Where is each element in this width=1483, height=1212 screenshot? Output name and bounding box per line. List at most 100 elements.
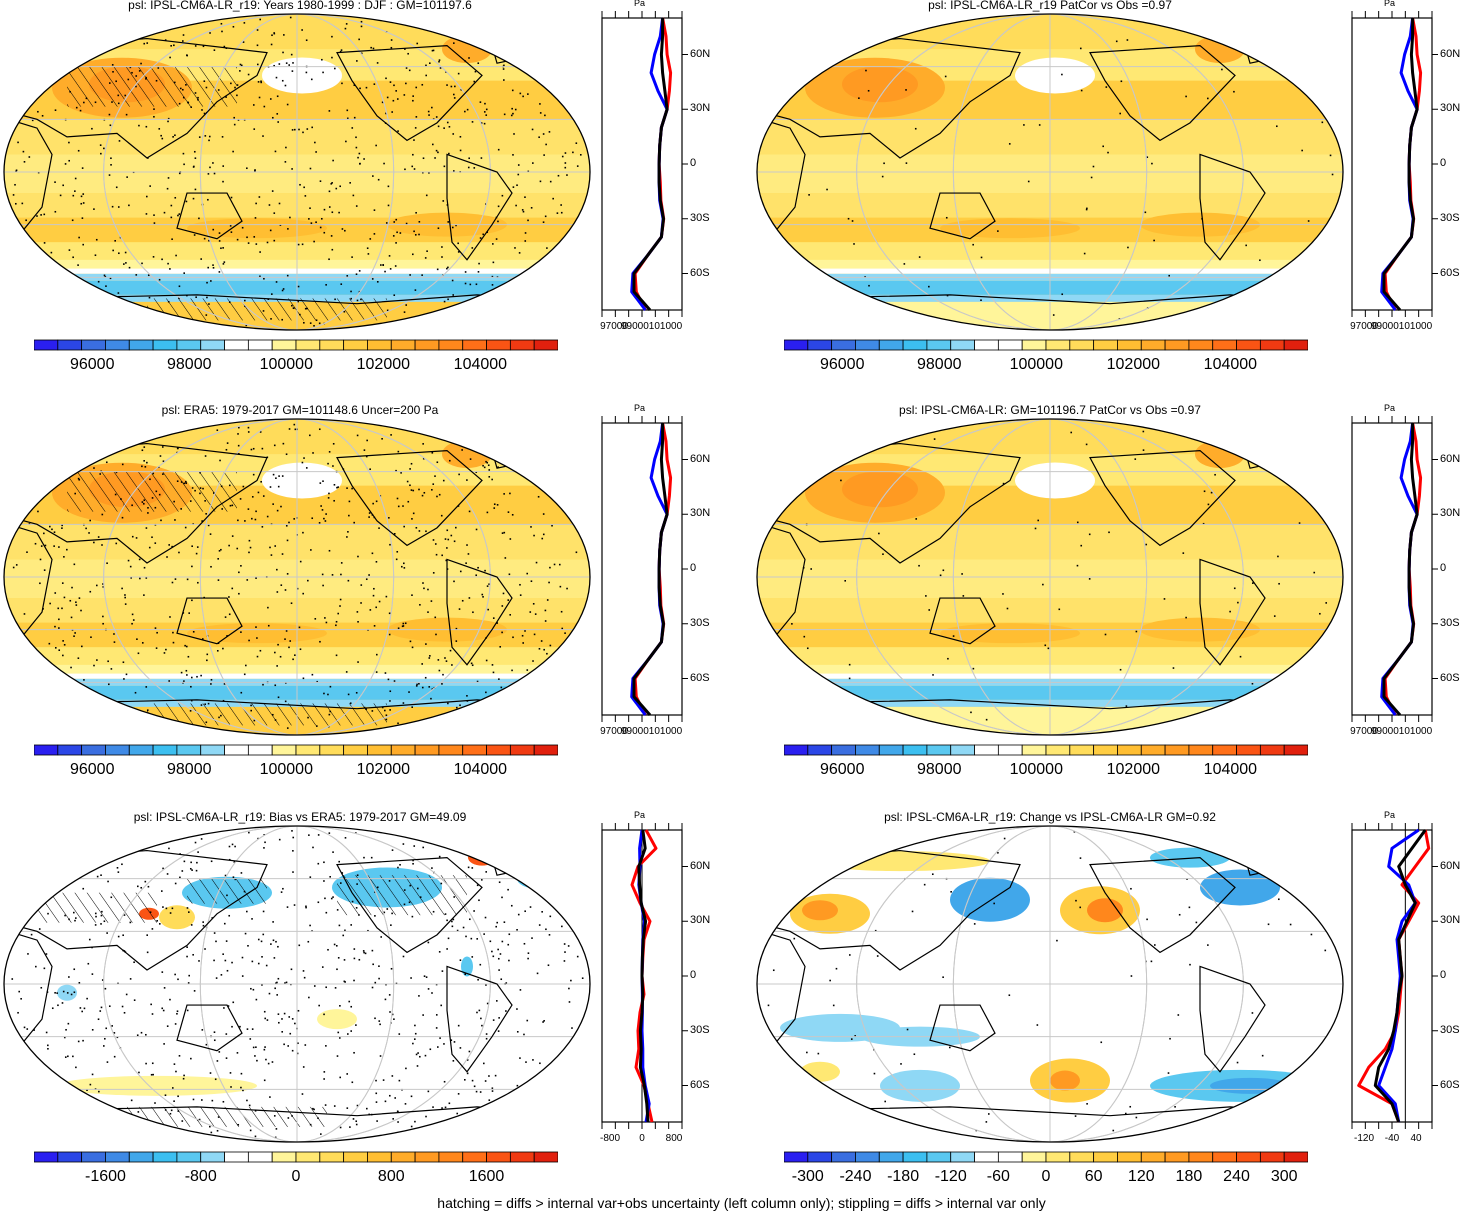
zonal-lat-label: 30S (1440, 211, 1460, 224)
zonal-lat-label: 60N (690, 859, 711, 872)
colorbar-swatch (105, 339, 130, 351)
coastline-segment (336, 856, 483, 954)
field-anomaly (1050, 1070, 1080, 1091)
graticule (4, 14, 590, 330)
colorbar-swatch (902, 744, 928, 756)
colorbar-swatch (1045, 1151, 1071, 1163)
colorbar-swatch (831, 1151, 856, 1163)
colorbar-swatches (783, 339, 1309, 351)
colorbar-label: 98000 (917, 761, 962, 778)
colorbar-label: 96000 (819, 761, 865, 778)
field-aleutian-low (1015, 462, 1095, 499)
colorbar-swatch (1117, 339, 1142, 351)
zonal-line-mmm (637, 829, 650, 1123)
colorbar-swatch (1212, 744, 1237, 756)
colorbar-swatch (1188, 744, 1214, 756)
colorbar-swatch (1045, 339, 1071, 351)
colorbar-swatch (1259, 744, 1285, 756)
colorbar-swatch (1045, 744, 1071, 756)
colorbar-swatch (176, 744, 202, 756)
colorbar-swatch (81, 744, 106, 756)
colorbar-swatch (343, 744, 368, 756)
zonal-lat-label: 0 (690, 157, 697, 169)
colorbar-swatch (57, 1151, 83, 1163)
colorbar-swatch (33, 1151, 59, 1163)
coastline-segment (929, 1004, 996, 1052)
colorbar-swatch (1140, 1151, 1166, 1163)
colorbar-swatch (1283, 339, 1309, 351)
colorbar-swatch (176, 1151, 202, 1163)
field-anomaly (461, 956, 473, 977)
colorbar-swatch (1212, 1151, 1237, 1163)
colorbar-swatch (390, 744, 416, 756)
zonal-x-tick-label: 0 (639, 1133, 645, 1144)
colorbar: -300 -240 -180 -120 -60 0 60 120 180 240 300 (783, 1150, 1309, 1190)
colorbar-swatch (533, 1151, 559, 1163)
colorbar-swatch (509, 744, 535, 756)
panel-era5-obs: psl: ERA5: 1979-2017 GM=101148.6 Uncer=2… (0, 403, 733, 805)
colorbar-swatches (33, 339, 559, 351)
colorbar-swatch (878, 339, 904, 351)
colorbar-swatch (486, 1151, 511, 1163)
colorbar-swatch (1188, 1151, 1214, 1163)
colorbar-swatch (783, 744, 809, 756)
world-map (755, 417, 1345, 742)
zonal-line-mmm (632, 423, 669, 716)
coastline-segment (929, 192, 996, 240)
colorbar-swatch (831, 339, 856, 351)
zonal-lat-label: 0 (690, 969, 697, 981)
coastline-segment (757, 442, 1021, 564)
panel-change: psl: IPSL-CM6A-LR_r19: Change vs IPSL-CM… (750, 810, 1483, 1212)
colorbar-swatch (81, 339, 106, 351)
colorbar-swatch (33, 339, 59, 351)
zonal-line-mmm (1382, 423, 1419, 716)
colorbar-swatch (367, 339, 392, 351)
colorbar-swatches (783, 1151, 1309, 1163)
coastline-segment (176, 597, 243, 645)
zonal-x-tick-label: 99000101000 (1371, 321, 1433, 332)
zonal-x-tick-label: -120 (1353, 1133, 1375, 1144)
field-greenland-high (1195, 440, 1245, 469)
zonal-x-tick-label: 99000101000 (621, 726, 683, 737)
colorbar-label: 240 (1223, 1168, 1250, 1185)
zonal-mean-plot (1342, 820, 1442, 1137)
colorbar-swatch (128, 1151, 154, 1163)
zonal-lat-label: 60S (690, 1078, 710, 1091)
field-subtropical-high (940, 623, 1080, 644)
colorbar-label: 100000 (1009, 761, 1063, 778)
colorbar-swatch (176, 339, 202, 351)
field-anomaly (810, 851, 990, 872)
coastline-segment (1199, 965, 1266, 1073)
colorbar-swatch (319, 744, 345, 756)
colorbar-swatch (902, 1151, 928, 1163)
colorbar-swatch (1164, 744, 1190, 756)
colorbar-swatch (390, 1151, 416, 1163)
zonal-x-tick-label: -800 (599, 1133, 621, 1144)
zonal-lat-label: 30N (1440, 102, 1461, 115)
zonal-lat-label: 0 (1440, 157, 1447, 169)
hatching-region (37, 892, 157, 923)
colorbar-swatch (152, 1151, 178, 1163)
coastline-segment (176, 192, 243, 240)
map-outline (3, 825, 591, 1143)
coastline-segment (1089, 44, 1236, 142)
colorbar-swatch (1093, 1151, 1118, 1163)
zonal-line-mmm (1373, 829, 1427, 1123)
colorbar-swatch (105, 744, 130, 756)
colorbar-swatch (128, 339, 154, 351)
colorbar-label: 98000 (167, 356, 212, 373)
map-field (757, 14, 1343, 330)
colorbar-label: 300 (1270, 1168, 1298, 1185)
colorbar-swatch (486, 744, 511, 756)
map-field (757, 826, 1343, 1142)
colorbar-swatch (81, 1151, 106, 1163)
zonal-x-tick-label: 97000 (600, 321, 628, 332)
colorbar-label: -800 (184, 1168, 217, 1185)
colorbar-swatch (878, 744, 904, 756)
colorbar-swatch (926, 339, 952, 351)
field-aleutian-low (262, 57, 342, 94)
panel-title: psl: IPSL-CM6A-LR_r19 PatCor vs Obs =0.9… (928, 0, 1172, 12)
coastline-segment (1199, 558, 1266, 666)
colorbar-swatch (319, 1151, 345, 1163)
colorbar-label: -300 (791, 1168, 824, 1185)
